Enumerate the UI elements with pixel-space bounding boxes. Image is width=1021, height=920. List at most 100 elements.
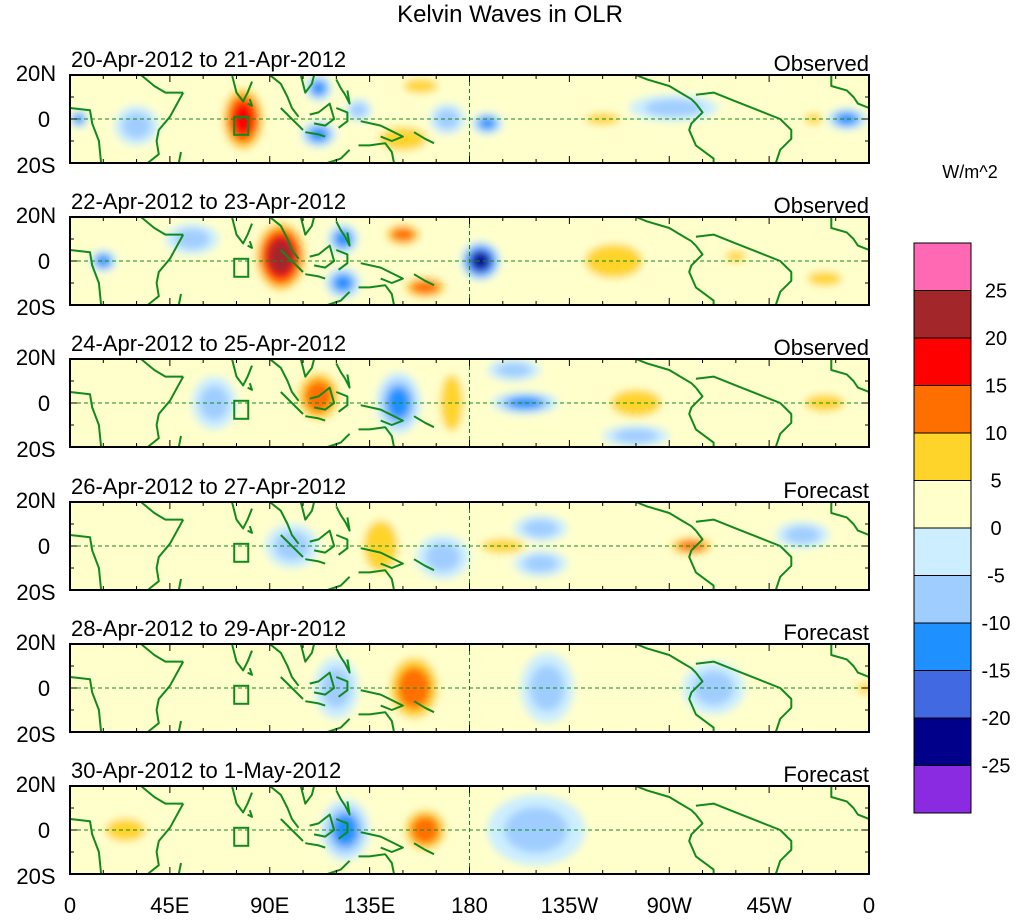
coastline <box>147 92 185 163</box>
coastline <box>231 502 253 530</box>
colorbar-tick-label: 5 <box>990 471 1001 493</box>
coastline <box>335 534 349 556</box>
coastline <box>335 505 351 532</box>
anomaly-contour <box>333 274 353 292</box>
y-tick-label: 20S <box>16 864 55 889</box>
coastline <box>327 576 351 590</box>
coastline <box>280 107 304 131</box>
colorbar-tick-label: -15 <box>982 661 1011 683</box>
colorbar-swatch <box>913 670 972 719</box>
coastline <box>335 818 349 840</box>
coastline <box>309 102 336 127</box>
coastline <box>358 426 395 447</box>
coastline <box>688 672 715 732</box>
colorbar-tick-label: -20 <box>982 708 1011 730</box>
coastline <box>335 249 349 271</box>
coastline <box>688 530 715 590</box>
coastline <box>309 813 336 838</box>
anomaly-contour <box>391 227 415 242</box>
anomaly-contour <box>403 78 438 94</box>
coastline <box>231 75 253 103</box>
coastline <box>269 786 300 829</box>
coastline <box>830 786 869 820</box>
coastline <box>635 75 697 105</box>
anomaly-field <box>70 75 867 157</box>
y-tick-label: 20S <box>16 437 55 462</box>
coastline <box>635 502 697 532</box>
coastline <box>635 644 697 674</box>
anomaly-contour <box>706 823 765 859</box>
coastline <box>413 700 435 714</box>
panel-type-label: Observed <box>774 193 869 218</box>
panel-type-label: Forecast <box>783 762 869 787</box>
panel-date-label: 28-Apr-2012 to 29-Apr-2012 <box>71 616 346 641</box>
coastline <box>177 293 182 305</box>
coastline <box>688 814 715 874</box>
colorbar-swatch <box>913 242 972 291</box>
coastline <box>309 671 336 696</box>
anomaly-field <box>94 794 781 868</box>
coastline <box>247 240 253 249</box>
coastline <box>140 502 184 521</box>
colorbar-tick-label: 0 <box>990 518 1001 540</box>
x-tick-label: 135W <box>541 893 599 918</box>
coastline <box>309 529 336 554</box>
coastline <box>688 387 715 447</box>
coastline <box>231 217 253 245</box>
panel-type-label: Forecast <box>783 478 869 503</box>
coastline <box>327 149 351 163</box>
colorbar-tick-label: -5 <box>987 566 1005 588</box>
panel-5: 20N 0 20S 28-Apr-2012 to 29-Apr-2012 Forecas… <box>16 616 870 747</box>
coastline <box>635 359 697 389</box>
coastlines <box>70 502 869 590</box>
anomaly-contour <box>785 526 820 544</box>
coastline <box>358 142 395 163</box>
coastlines <box>70 786 869 874</box>
anomaly-contour <box>478 117 496 130</box>
y-tick-label: 0 <box>38 249 50 274</box>
coastline <box>280 391 304 415</box>
panel-3: 20N 0 20S 24-Apr-2012 to 25-Apr-2012 Observe… <box>16 331 870 462</box>
x-tick-label: 135E <box>344 893 395 918</box>
coastline <box>360 404 404 426</box>
region-box-marker <box>233 542 250 563</box>
region-box-marker <box>233 826 250 847</box>
coastline <box>327 860 351 874</box>
anomaly-contour <box>523 519 558 537</box>
anomaly-contour <box>105 818 146 842</box>
anomaly-contour <box>268 239 294 275</box>
colorbar-swatch <box>913 717 972 766</box>
coastline <box>147 376 185 447</box>
coastline <box>269 502 300 545</box>
coastline <box>280 818 304 842</box>
coastline <box>269 217 300 260</box>
coastline <box>335 789 351 816</box>
colorbar-tick-label: 10 <box>985 423 1007 445</box>
coastline <box>299 217 316 236</box>
coastline <box>360 689 404 711</box>
x-tick-label: 180 <box>451 893 488 918</box>
y-tick-label: 20N <box>16 203 56 228</box>
coastline <box>247 98 253 107</box>
anomaly-contour <box>96 255 111 267</box>
coastline <box>140 217 184 236</box>
coastline <box>269 75 300 118</box>
coastlines <box>70 359 869 447</box>
coastline <box>299 644 316 663</box>
anomaly-contour <box>311 81 326 96</box>
coastline <box>413 842 435 856</box>
coastline <box>231 786 253 814</box>
coastline <box>635 217 697 247</box>
x-tick-label: 0 <box>863 893 875 918</box>
coastline <box>269 359 300 402</box>
region-box-marker <box>233 115 250 136</box>
colorbar-tick-label: 15 <box>985 376 1007 398</box>
coastline <box>360 262 404 284</box>
coastline <box>269 644 300 687</box>
colorbar-units-label: W/m^2 <box>942 162 997 182</box>
anomaly-contour <box>614 662 658 692</box>
panel-date-label: 26-Apr-2012 to 27-Apr-2012 <box>71 474 346 499</box>
coastline <box>247 809 253 818</box>
coastline <box>830 75 869 109</box>
coastline <box>830 217 869 251</box>
